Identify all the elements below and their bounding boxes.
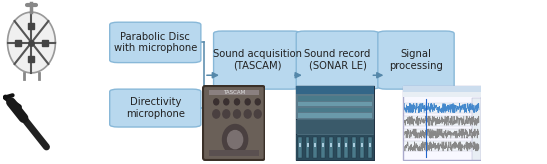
Bar (209, 150, 259, 156)
Text: TASCAM: TASCAM (223, 90, 245, 95)
Bar (344, 137, 348, 158)
Bar (404, 129, 480, 138)
Circle shape (235, 99, 240, 105)
Circle shape (254, 110, 261, 118)
Text: Directivity
microphone: Directivity microphone (126, 97, 185, 119)
Bar (404, 103, 480, 113)
Bar (209, 90, 259, 95)
Bar (353, 143, 355, 147)
Bar (404, 116, 480, 126)
Bar (368, 137, 371, 158)
Circle shape (223, 110, 230, 118)
Bar (299, 143, 301, 147)
Bar (329, 137, 333, 158)
Bar (306, 137, 310, 158)
Bar (298, 108, 373, 112)
Circle shape (214, 99, 219, 105)
FancyBboxPatch shape (296, 31, 379, 89)
Bar (296, 135, 374, 160)
Bar (404, 142, 480, 151)
Bar (298, 137, 302, 158)
Bar (369, 143, 371, 147)
FancyBboxPatch shape (203, 86, 265, 160)
FancyBboxPatch shape (378, 31, 454, 89)
Bar (322, 143, 324, 147)
Bar (298, 102, 373, 106)
Circle shape (244, 110, 251, 118)
Text: Signal
processing: Signal processing (389, 49, 443, 71)
Bar (330, 143, 332, 147)
Bar (298, 113, 373, 118)
Bar (346, 143, 347, 147)
Text: Sound record
(SONAR LE): Sound record (SONAR LE) (304, 49, 371, 71)
Polygon shape (8, 12, 55, 73)
Bar (337, 143, 340, 147)
Bar (472, 98, 481, 160)
Bar (403, 92, 481, 97)
FancyBboxPatch shape (213, 31, 300, 89)
Bar (352, 137, 356, 158)
Circle shape (213, 110, 220, 118)
Circle shape (228, 131, 243, 149)
Bar (296, 94, 374, 119)
Text: Parabolic Disc
with microphone: Parabolic Disc with microphone (114, 32, 197, 53)
Text: Sound acquisition
(TASCAM): Sound acquisition (TASCAM) (213, 49, 301, 71)
Bar (336, 137, 340, 158)
FancyBboxPatch shape (110, 89, 201, 127)
Circle shape (245, 99, 250, 105)
Bar (361, 143, 363, 147)
Circle shape (224, 99, 229, 105)
Bar (321, 137, 325, 158)
Circle shape (255, 99, 260, 105)
Circle shape (234, 110, 241, 118)
Bar (296, 86, 374, 94)
Bar (315, 143, 317, 147)
Bar (298, 96, 373, 101)
Bar (313, 137, 317, 158)
Circle shape (223, 124, 248, 155)
Bar (360, 137, 364, 158)
FancyBboxPatch shape (110, 22, 201, 63)
Bar (307, 143, 309, 147)
Bar (296, 120, 374, 134)
Bar (403, 86, 481, 92)
